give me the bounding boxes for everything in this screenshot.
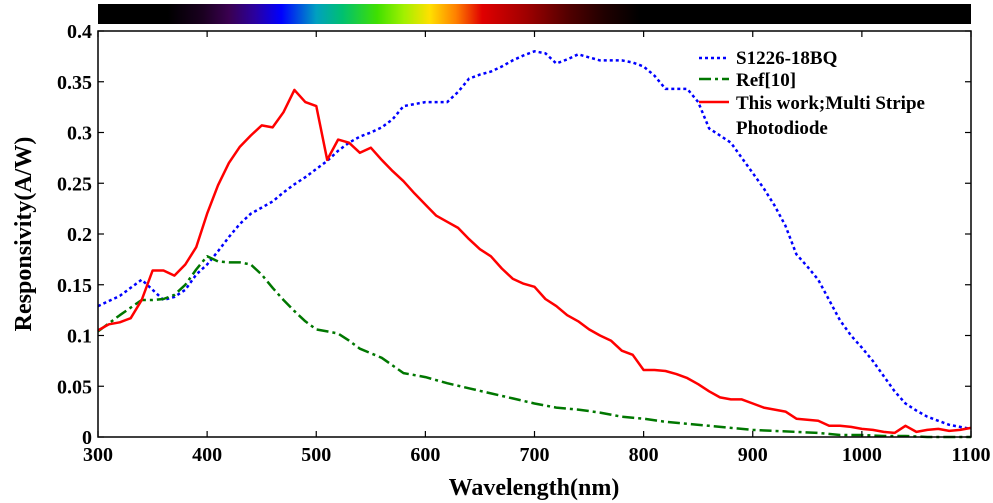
legend-label-this-work-line-1: This work;Multi Stripe — [736, 93, 925, 114]
plot-frame — [97, 30, 972, 438]
x-axis: 300 400 500 600 700 800 900 1000 1100 — [83, 31, 990, 466]
legend-label-this-work-line-2: Photodiode — [736, 118, 828, 139]
x-tick-label: 400 — [192, 444, 222, 466]
y-axis-title: Responsivity(A/W) — [11, 137, 37, 332]
y-tick-label: 0.35 — [57, 72, 92, 94]
y-tick-label: 0.4 — [67, 21, 92, 43]
series-layer — [97, 50, 972, 439]
series-line-s1226-18bq — [97, 50, 972, 431]
legend: S1226-18BQ Ref[10] This work;Multi Strip… — [699, 48, 930, 139]
x-tick-label: 1000 — [842, 444, 882, 466]
y-tick-label: 0.3 — [67, 123, 92, 145]
x-tick-label: 800 — [629, 444, 659, 466]
x-tick-label: 1100 — [952, 444, 991, 466]
y-tick-label: 0.05 — [57, 376, 92, 398]
x-tick-label: 300 — [83, 444, 113, 466]
x-axis-title: Wavelength(nm) — [449, 475, 620, 501]
legend-label-s1226-18bq: S1226-18BQ — [736, 48, 837, 69]
legend-label-this-work: This work;Multi Stripe Photodiode — [736, 93, 930, 139]
x-tick-label: 700 — [520, 444, 550, 466]
y-axis: 0 0.05 0.1 0.15 0.2 0.25 0.3 0.35 0.4 — [57, 21, 971, 449]
y-tick-label: 0.15 — [57, 275, 92, 297]
y-tick-label: 0.25 — [57, 173, 92, 195]
legend-label-ref10: Ref[10] — [736, 70, 796, 91]
y-tick-label: 0.1 — [67, 326, 92, 348]
x-tick-label: 500 — [301, 444, 331, 466]
series-line-ref-10 — [97, 255, 971, 439]
y-tick-label: 0 — [82, 427, 92, 449]
x-tick-label: 600 — [410, 444, 440, 466]
series-line-this-work-multi-stripe-photodiode — [97, 88, 972, 435]
x-tick-label: 900 — [738, 444, 768, 466]
y-tick-label: 0.2 — [67, 224, 92, 246]
spectrum-bar — [98, 4, 971, 24]
